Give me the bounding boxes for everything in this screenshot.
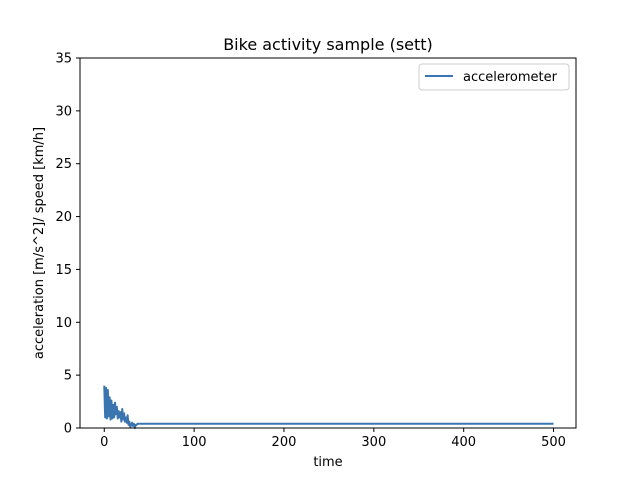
y-tick-label: 25 [55, 157, 72, 172]
x-axis-label: time [313, 455, 342, 470]
x-tick-label: 200 [272, 435, 297, 450]
plot-border [79, 57, 577, 429]
x-tick-label: 400 [451, 435, 476, 450]
legend-box [418, 63, 570, 91]
y-tick-label: 10 [55, 316, 72, 331]
y-tick-label: 5 [64, 369, 72, 384]
x-tick-label: 500 [541, 435, 566, 450]
y-tick-label: 15 [55, 263, 72, 278]
y-tick-label: 0 [64, 422, 72, 437]
x-tick-label: 300 [361, 435, 386, 450]
y-tick-label: 20 [55, 210, 72, 225]
y-tick-label: 30 [55, 104, 72, 119]
legend-label-accelerometer: accelerometer [463, 70, 558, 85]
x-tick-label: 0 [100, 435, 108, 450]
series-line-accelerometer [103, 385, 554, 429]
y-axis-ticks: 0 5 10 15 20 25 30 35 [55, 52, 80, 437]
plot-area [80, 58, 576, 428]
x-tick-label: 100 [182, 435, 207, 450]
y-tick-label: 35 [55, 52, 72, 67]
legend: accelerometer [418, 63, 570, 91]
chart-title: Bike activity sample (sett) [223, 35, 433, 54]
x-axis-ticks: 0 100 200 300 400 500 [100, 428, 566, 450]
y-axis-label: acceleration [m/s^2]/ speed [km/h] [32, 127, 47, 359]
